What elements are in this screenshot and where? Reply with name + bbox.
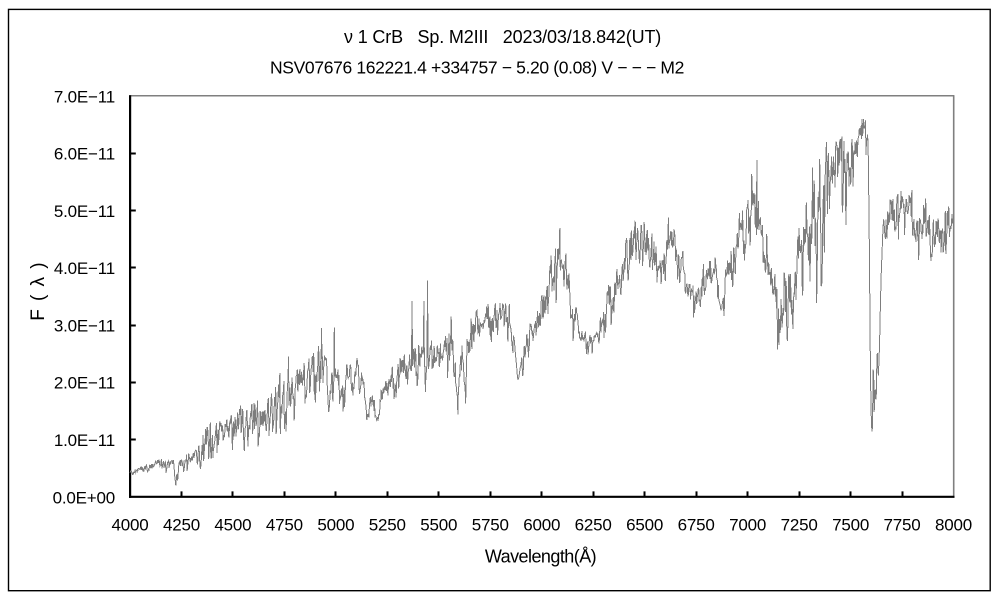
svg-text:F(λ): F(λ) bbox=[28, 254, 49, 321]
svg-text:7750: 7750 bbox=[883, 516, 920, 535]
svg-text:7000: 7000 bbox=[729, 516, 766, 535]
svg-text:7250: 7250 bbox=[781, 516, 818, 535]
svg-text:4500: 4500 bbox=[214, 516, 251, 535]
svg-text:4000: 4000 bbox=[111, 516, 148, 535]
svg-text:7500: 7500 bbox=[832, 516, 869, 535]
svg-text:4250: 4250 bbox=[163, 516, 200, 535]
svg-text:0.0E+00: 0.0E+00 bbox=[53, 488, 115, 507]
svg-text:2.0E−11: 2.0E−11 bbox=[54, 374, 115, 393]
svg-text:7.0E−11: 7.0E−11 bbox=[54, 87, 115, 106]
svg-text:Wavelength(Å): Wavelength(Å) bbox=[485, 547, 596, 567]
svg-text:ν 1 CrB Sp. M2III 2023/03/: ν 1 CrB Sp. M2III 2023/03/18.842(UT) bbox=[344, 27, 661, 47]
svg-text:5250: 5250 bbox=[369, 516, 406, 535]
svg-text:6750: 6750 bbox=[678, 516, 715, 535]
svg-text:5500: 5500 bbox=[420, 516, 457, 535]
svg-text:3.0E−11: 3.0E−11 bbox=[54, 316, 115, 335]
svg-text:NSV07676 162221.4 +334757 − 5.: NSV07676 162221.4 +334757 − 5.20 (0.08) … bbox=[270, 58, 684, 78]
svg-text:5.0E−11: 5.0E−11 bbox=[54, 202, 115, 221]
svg-text:4750: 4750 bbox=[266, 516, 303, 535]
svg-text:6500: 6500 bbox=[626, 516, 663, 535]
svg-text:5750: 5750 bbox=[472, 516, 509, 535]
svg-text:4.0E−11: 4.0E−11 bbox=[54, 259, 115, 278]
svg-text:8000: 8000 bbox=[935, 516, 972, 535]
svg-text:6000: 6000 bbox=[523, 516, 560, 535]
svg-text:6.0E−11: 6.0E−11 bbox=[54, 145, 115, 164]
svg-text:6250: 6250 bbox=[575, 516, 612, 535]
svg-text:1.0E−11: 1.0E−11 bbox=[54, 431, 115, 450]
svg-text:5000: 5000 bbox=[317, 516, 354, 535]
